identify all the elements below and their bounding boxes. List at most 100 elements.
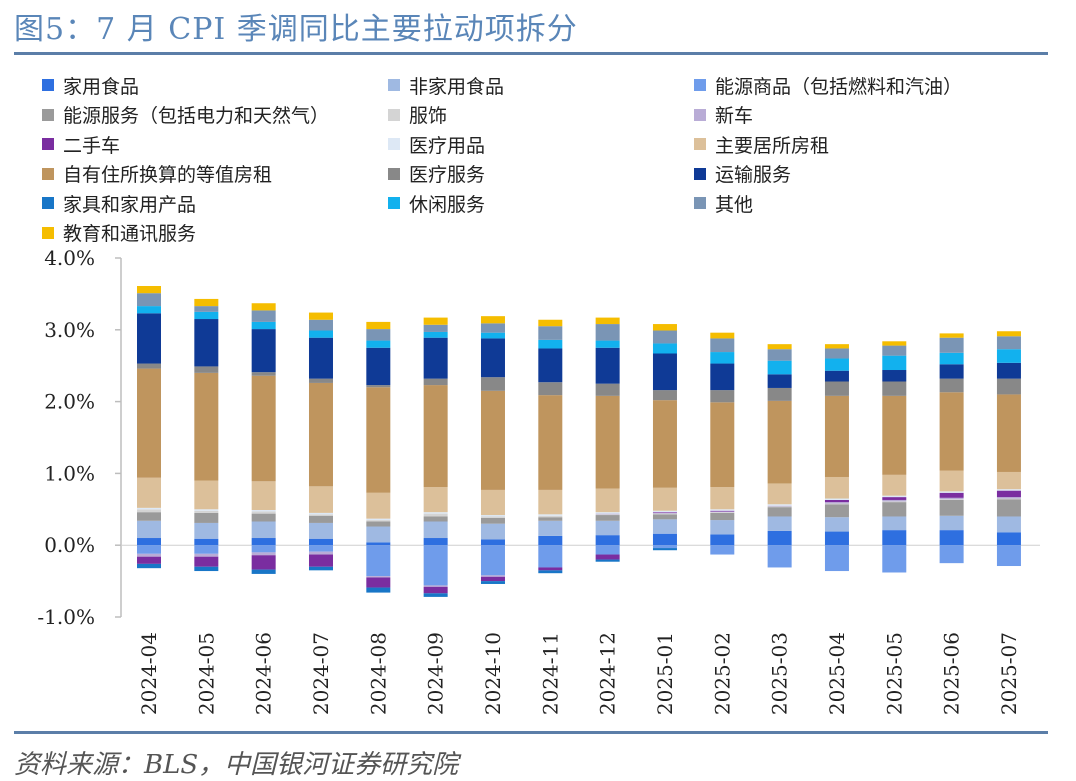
legend-item: 新车	[694, 100, 753, 130]
bar-segment	[538, 517, 563, 521]
bar-segment	[137, 306, 161, 314]
bar-segment	[767, 349, 792, 361]
bar-segment	[710, 338, 735, 353]
bar-segment	[308, 337, 333, 379]
bar-segment	[251, 555, 276, 570]
bar-segment	[996, 378, 1021, 395]
bar-segment	[595, 554, 620, 560]
bar-segment	[882, 530, 907, 546]
bar-segment	[480, 338, 505, 378]
bar-segment	[939, 545, 964, 564]
bar-segment	[308, 319, 333, 331]
bar-segment	[595, 395, 620, 489]
bar-segment	[251, 329, 276, 373]
bar-segment	[595, 545, 620, 555]
bar-segment	[137, 563, 161, 569]
bar-segment	[996, 349, 1021, 363]
bar-segment	[710, 511, 735, 513]
legend-swatch	[42, 138, 54, 150]
legend-swatch	[42, 167, 54, 180]
bar-segment	[423, 538, 448, 546]
x-tick-label: 2024-10	[481, 632, 505, 715]
bar-segment	[652, 545, 677, 549]
bar-segment	[423, 317, 448, 325]
bar-segment	[767, 506, 792, 508]
bar-segment	[595, 514, 620, 516]
legend-item: 二手车	[42, 129, 120, 159]
bar-segment	[767, 483, 792, 505]
bar-segment	[538, 545, 563, 568]
bar-segment	[595, 347, 620, 384]
bar-segment	[882, 516, 907, 531]
legend-swatch	[694, 138, 706, 150]
legend-swatch	[388, 138, 400, 150]
bar-segment	[308, 512, 333, 515]
bar-segment	[423, 516, 448, 522]
bar-segment	[251, 552, 276, 556]
bar-segment	[423, 331, 448, 338]
bar-segment	[194, 298, 219, 307]
legend-item: 服饰	[388, 100, 447, 130]
bar-segment	[194, 480, 219, 510]
bar-segment	[366, 387, 391, 493]
bar-segment	[251, 310, 276, 322]
bar-segment	[939, 333, 964, 338]
legend-item: 能源商品（包括燃料和汽油）	[694, 70, 962, 100]
bar-segment	[652, 343, 677, 354]
legend-swatch	[388, 79, 400, 91]
bar-segment	[366, 587, 391, 593]
bar-segment	[480, 515, 505, 517]
legend-item: 休闲服务	[388, 188, 485, 218]
bar-segment	[939, 515, 964, 531]
bar-segment	[137, 553, 161, 557]
bar-segment	[652, 353, 677, 391]
bar-segment	[366, 521, 391, 527]
bar-segment	[882, 495, 907, 498]
bar-segment	[480, 539, 505, 546]
bar-segment	[710, 352, 735, 364]
bar-segment	[767, 516, 792, 531]
bar-segment	[824, 344, 849, 349]
legend-swatch	[388, 108, 400, 121]
bar-segment	[423, 513, 448, 517]
bar-segment	[538, 395, 563, 490]
chart-legend: 家用食品 非家用食品 能源商品（包括燃料和汽油） 能源服务（包括电力和天然气） 服饰 新车…	[42, 70, 1032, 250]
bar-segment	[767, 507, 792, 517]
bar-segment	[824, 476, 849, 499]
bar-segment	[251, 538, 276, 546]
bar-segment	[824, 499, 849, 503]
bar-segment	[710, 390, 735, 403]
bar-segment	[939, 491, 964, 493]
bar-segment	[137, 363, 161, 369]
bar-segment	[595, 324, 620, 341]
bar-segment	[480, 489, 505, 516]
bar-segment	[710, 520, 735, 535]
bar-segment	[137, 520, 161, 539]
y-tick-label: 3.0%	[44, 318, 95, 342]
bar-segment	[308, 330, 333, 338]
bar-segment	[882, 355, 907, 371]
legend-item: 运输服务	[694, 159, 791, 189]
bar-segment	[538, 514, 563, 516]
bar-segment	[882, 502, 907, 517]
x-tick-label: 2024-04	[137, 632, 161, 715]
bar-segment	[939, 364, 964, 379]
bar-segment	[882, 545, 907, 573]
bar-segment	[538, 567, 563, 571]
bar-segment	[652, 400, 677, 488]
bar-segment	[652, 324, 677, 331]
x-tick-label: 2024-08	[366, 632, 390, 715]
bar-segment	[824, 531, 849, 546]
bar-segment	[423, 545, 448, 586]
bar-segment	[652, 330, 677, 344]
bar-segment	[652, 514, 677, 520]
bar-segment	[251, 321, 276, 330]
legend-label: 运输服务	[715, 164, 792, 186]
bar-segment	[366, 576, 391, 578]
bar-segment	[194, 319, 219, 367]
bar-segment	[939, 392, 964, 471]
bar-segment	[824, 348, 849, 359]
x-tick-label: 2025-05	[882, 632, 906, 715]
x-tick-label: 2024-05	[194, 632, 218, 715]
bar-segment	[137, 556, 161, 564]
